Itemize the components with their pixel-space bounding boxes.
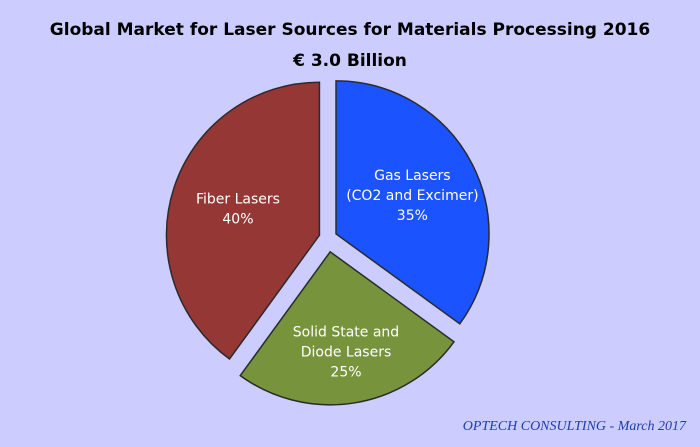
- slice-percent-label: 25%: [330, 365, 361, 381]
- pie-slice-gas-lasers: [335, 80, 490, 325]
- slice-percent-label: 40%: [222, 212, 253, 228]
- slice-name-line: Diode Lasers: [301, 345, 392, 361]
- pie-slice-solid-state-diode-lasers: [239, 250, 456, 406]
- slice-name-line: Fiber Lasers: [196, 192, 280, 208]
- chart-subtitle: € 3.0 Billion: [292, 51, 407, 71]
- pie-slice-fiber-lasers: [165, 81, 321, 361]
- chart-title: Global Market for Laser Sources for Mate…: [50, 20, 650, 40]
- slice-name-line: (CO2 and Excimer): [346, 188, 478, 204]
- slice-name-line: Solid State and: [293, 325, 399, 341]
- source-note: OPTECH CONSULTING - March 2017: [463, 419, 687, 434]
- pie-slices: [165, 80, 490, 406]
- slice-label-solid-state-diode-lasers: Solid State and Diode Lasers 25%: [293, 325, 399, 381]
- slice-name-line: Gas Lasers: [374, 168, 451, 184]
- slice-label-gas-lasers: Gas Lasers (CO2 and Excimer) 35%: [346, 168, 478, 224]
- pie-labels: Gas Lasers (CO2 and Excimer) 35% Solid Stat…: [196, 168, 479, 381]
- slice-percent-label: 35%: [397, 208, 428, 224]
- slice-label-fiber-lasers: Fiber Lasers 40%: [196, 192, 280, 228]
